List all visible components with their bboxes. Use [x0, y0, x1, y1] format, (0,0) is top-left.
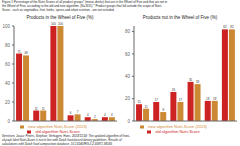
svg-text:6: 6: [70, 111, 72, 115]
svg-text:82: 82: [223, 25, 227, 29]
svg-text:0: 0: [127, 119, 130, 124]
svg-text:69: 69: [24, 51, 28, 55]
svg-text:11: 11: [42, 107, 45, 111]
svg-text:11: 11: [144, 105, 147, 109]
svg-text:15: 15: [137, 100, 141, 104]
svg-text:11: 11: [35, 107, 38, 111]
html-text:Gerritsen, Jacco; Peters, Step: Gerritsen, Jacco; Peters, Stephan; Verha…: [2, 134, 130, 138]
svg-text:82: 82: [230, 25, 232, 29]
html-text:Products not in the Wheel of F: Products not in the Wheel of Five (%): [142, 15, 218, 20]
html-text:of-pack label Nutri-Score is n: of-pack label Nutri-Score is not in line…: [2, 137, 122, 142]
svg-text:20: 20: [8, 100, 10, 105]
svg-text:20: 20: [125, 96, 131, 101]
html-text:calculations with Dutch food c: calculations with Dutch food composition…: [2, 141, 113, 146]
svg-text:4: 4: [104, 113, 106, 117]
svg-text:2: 2: [94, 115, 96, 119]
html-text:old algorithm Nutri-Score: old algorithm Nutri-Score: [35, 129, 80, 134]
html-text:Score - such as vegetables, fr: Score - such as vegetables, fruit, herbs…: [2, 7, 115, 12]
svg-text:35: 35: [189, 78, 193, 82]
svg-text:4: 4: [87, 113, 89, 117]
html-text:the Wheel of Five, according t: the Wheel of Five, according to the old …: [2, 3, 163, 8]
svg-text:71: 71: [17, 50, 21, 54]
svg-text:60: 60: [8, 62, 10, 67]
svg-text:80: 80: [8, 43, 10, 48]
svg-text:40: 40: [125, 74, 131, 79]
svg-text:100: 100: [8, 24, 10, 29]
html-text:Figure 1 Percentage of the Nut: Figure 1 Percentage of the Nutri-Scores …: [2, 0, 168, 4]
svg-text:26: 26: [172, 88, 176, 92]
svg-text:40: 40: [8, 81, 10, 86]
svg-text:18: 18: [213, 97, 217, 101]
svg-text:7: 7: [77, 110, 79, 114]
html-text:new algorithm Nutri-Score (202: new algorithm Nutri-Score (2023): [148, 124, 207, 129]
html-text:old algorithm Nutri-Score: old algorithm Nutri-Score: [155, 129, 200, 134]
svg-text:100: 100: [58, 22, 63, 26]
svg-text:80: 80: [125, 29, 131, 34]
svg-text:4: 4: [111, 113, 113, 117]
svg-text:100: 100: [51, 22, 56, 26]
svg-text:18: 18: [206, 97, 210, 101]
svg-text:8: 8: [162, 108, 164, 112]
svg-text:33: 33: [196, 80, 200, 84]
html-text:Products in the Wheel of Five: Products in the Wheel of Five (%): [26, 15, 94, 20]
svg-text:17: 17: [155, 98, 159, 102]
svg-text:60: 60: [125, 52, 131, 57]
svg-text:0: 0: [8, 119, 10, 124]
svg-text:17: 17: [179, 98, 183, 102]
html-text:new algorithm Nutri-Score (202: new algorithm Nutri-Score (2023): [28, 124, 87, 129]
